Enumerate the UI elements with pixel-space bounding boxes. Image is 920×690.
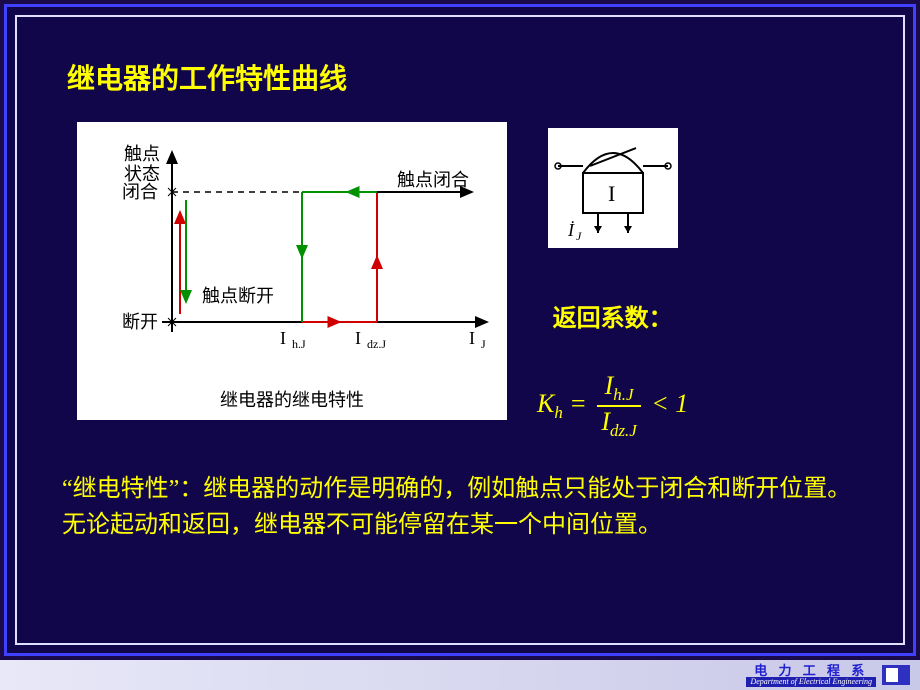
- svg-text:断开: 断开: [122, 312, 158, 332]
- svg-text:触点: 触点: [124, 144, 160, 164]
- formula-rhs: < 1: [651, 389, 688, 418]
- svg-text:触点断开: 触点断开: [202, 286, 274, 306]
- chart-caption: 继电器的继电特性: [77, 382, 507, 420]
- chart-svg: 触点状态闭合断开触点闭合触点断开Ih.JIdz.JIJ: [77, 122, 507, 382]
- right-column: I İJ 返回系数： Kh = Ih.J Idz.J < 1: [537, 122, 688, 441]
- svg-text:状态: 状态: [124, 164, 160, 184]
- svg-text:闭合: 闭合: [122, 182, 158, 202]
- return-coefficient-formula: Kh = Ih.J Idz.J < 1: [537, 371, 688, 441]
- svg-text:İ: İ: [567, 220, 575, 240]
- svg-text:J: J: [481, 337, 486, 351]
- svg-text:I: I: [355, 328, 361, 348]
- description-paragraph: “继电特性”：继电器的动作是明确的，例如触点只能处于闭合和断开位置。无论起动和返…: [62, 471, 858, 543]
- svg-text:I: I: [280, 328, 286, 348]
- svg-text:J: J: [576, 229, 582, 243]
- svg-text:触点闭合: 触点闭合: [397, 170, 469, 190]
- desc-term: “继电特性”: [62, 476, 179, 502]
- symbol-svg: I İJ: [548, 128, 678, 248]
- footer-dept-cn: 电 力 工 程 系: [754, 664, 868, 677]
- return-coefficient-label: 返回系数：: [553, 298, 673, 333]
- slide-inner-frame: 继电器的工作特性曲线 触点状态闭合断开触点闭合触点断开Ih.JIdz.JIJ 继…: [15, 15, 905, 645]
- svg-text:I: I: [469, 328, 475, 348]
- relay-characteristic-chart: 触点状态闭合断开触点闭合触点断开Ih.JIdz.JIJ 继电器的继电特性: [77, 122, 507, 420]
- content-row: 触点状态闭合断开触点闭合触点断开Ih.JIdz.JIJ 继电器的继电特性 IİJ…: [77, 122, 873, 441]
- svg-text:I: I: [608, 181, 615, 206]
- formula-fraction: Ih.J Idz.J: [597, 371, 640, 441]
- formula-lhs: Kh: [537, 389, 563, 418]
- slide-title: 继电器的工作特性曲线: [67, 57, 873, 97]
- svg-text:dz.J: dz.J: [367, 337, 386, 351]
- slide-footer: 电 力 工 程 系 Department of Electrical Engin…: [0, 660, 920, 690]
- footer-dept-en: Department of Electrical Engineering: [746, 677, 876, 687]
- relay-symbol: I İJ: [548, 128, 678, 248]
- footer-badge: 电 力 工 程 系 Department of Electrical Engin…: [746, 664, 876, 687]
- footer-logo-icon: [882, 665, 910, 685]
- svg-text:h.J: h.J: [292, 337, 306, 351]
- desc-body: ：继电器的动作是明确的，例如触点只能处于闭合和断开位置。无论起动和返回，继电器不…: [62, 476, 851, 538]
- slide-outer-frame: 继电器的工作特性曲线 触点状态闭合断开触点闭合触点断开Ih.JIdz.JIJ 继…: [4, 4, 916, 656]
